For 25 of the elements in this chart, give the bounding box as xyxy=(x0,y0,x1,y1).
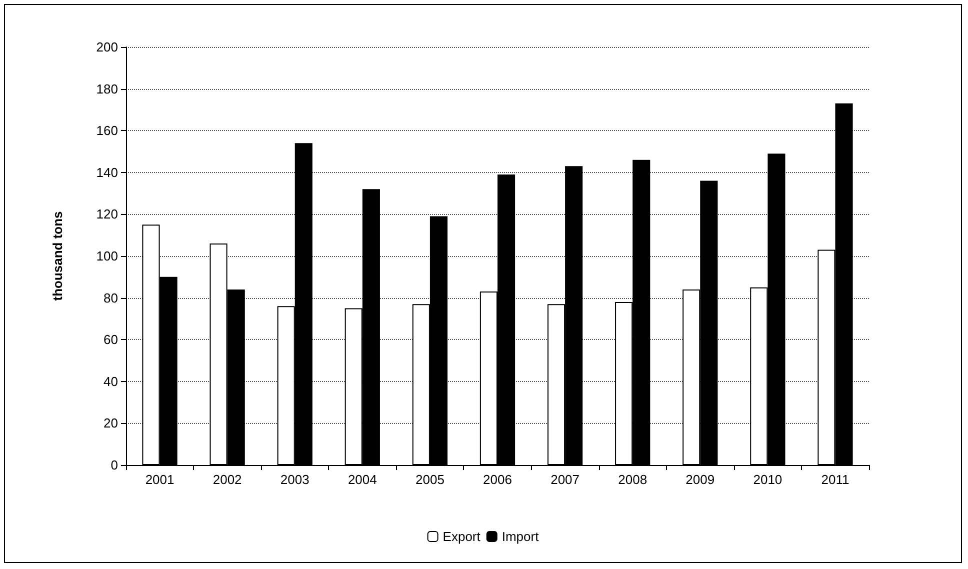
y-tick-label: 60 xyxy=(104,332,118,348)
y-tick-label: 100 xyxy=(96,248,118,264)
x-tick-label: 2010 xyxy=(753,472,782,487)
x-tick-label: 2005 xyxy=(415,472,444,487)
y-tick-label: 0 xyxy=(110,458,118,472)
legend-label: Import xyxy=(502,529,540,544)
x-tick-label: 2008 xyxy=(618,472,648,487)
x-tick-label: 2003 xyxy=(280,472,310,487)
x-tick-label: 2001 xyxy=(145,472,174,487)
x-tick-label: 2007 xyxy=(550,472,580,487)
x-tick-label: 2009 xyxy=(686,472,715,487)
y-tick-label: 180 xyxy=(96,81,118,96)
y-tick-label: 200 xyxy=(96,40,118,54)
x-tick-label: 2004 xyxy=(348,472,377,487)
x-tick-label: 2011 xyxy=(821,472,850,487)
y-axis-title: thousand tons xyxy=(50,211,65,301)
y-tick-label: 120 xyxy=(96,206,118,222)
y-tick-label: 80 xyxy=(104,290,118,306)
legend-label: Export xyxy=(442,529,481,544)
y-tick-label: 140 xyxy=(96,164,118,180)
x-tick-label: 2002 xyxy=(212,472,242,487)
x-tick-label: 2006 xyxy=(483,472,512,487)
y-tick-label: 40 xyxy=(104,374,118,389)
y-tick-label: 20 xyxy=(104,416,118,431)
y-tick-label: 160 xyxy=(96,123,118,138)
